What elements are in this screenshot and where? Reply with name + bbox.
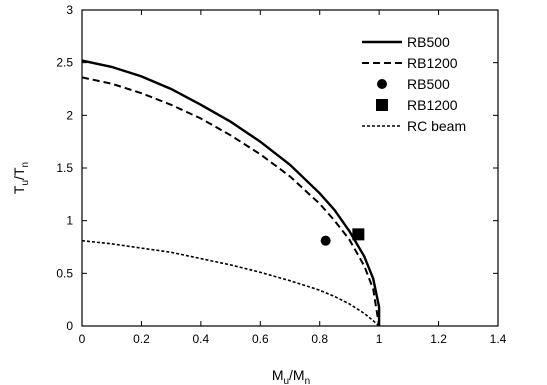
x-tick-label: 0.8	[311, 332, 328, 346]
legend-marker-circle	[377, 79, 387, 89]
legend: RB500 RB1200 RB500 RB1200 RC beam	[362, 34, 466, 134]
y-tick-label: 1	[66, 214, 73, 228]
series-line-4	[81, 239, 380, 327]
y-tick-label: 3	[66, 3, 73, 17]
y-tick-label: 1.5	[56, 161, 73, 175]
y-tick-label: 0	[66, 319, 73, 333]
legend-label: RB500	[407, 76, 450, 92]
legend-label: RB1200	[407, 97, 458, 113]
x-tick-label: 0.4	[193, 332, 210, 346]
x-tick-label: 0	[79, 332, 86, 346]
series-line-1	[81, 76, 381, 327]
legend-label: RC beam	[407, 118, 466, 134]
x-axis-label: Mu/Mn	[272, 367, 310, 385]
scatter-point-square	[352, 228, 365, 241]
legend-label: RB1200	[407, 55, 458, 71]
x-axis-ticks: 0 0.2 0.4 0.6 0.8 1 1.2 1.4	[79, 10, 507, 346]
scatter-point-circle	[320, 235, 331, 246]
legend-label: RB500	[407, 34, 450, 50]
y-tick-label: 2.5	[56, 56, 73, 70]
y-tick-label: 2	[66, 108, 73, 122]
series-layer	[81, 59, 381, 327]
x-tick-label: 0.2	[133, 332, 150, 346]
x-tick-label: 1.2	[430, 332, 447, 346]
x-tick-label: 0.6	[252, 332, 269, 346]
x-tick-label: 1.4	[490, 332, 507, 346]
legend-marker-square	[376, 99, 388, 111]
y-axis-label: Tu/Tn	[11, 162, 31, 194]
x-tick-label: 1	[376, 332, 383, 346]
series-line-0	[81, 59, 381, 326]
y-tick-label: 0.5	[56, 266, 73, 280]
y-axis-ticks: 0 0.5 1 1.5 2 2.5 3	[56, 3, 498, 333]
